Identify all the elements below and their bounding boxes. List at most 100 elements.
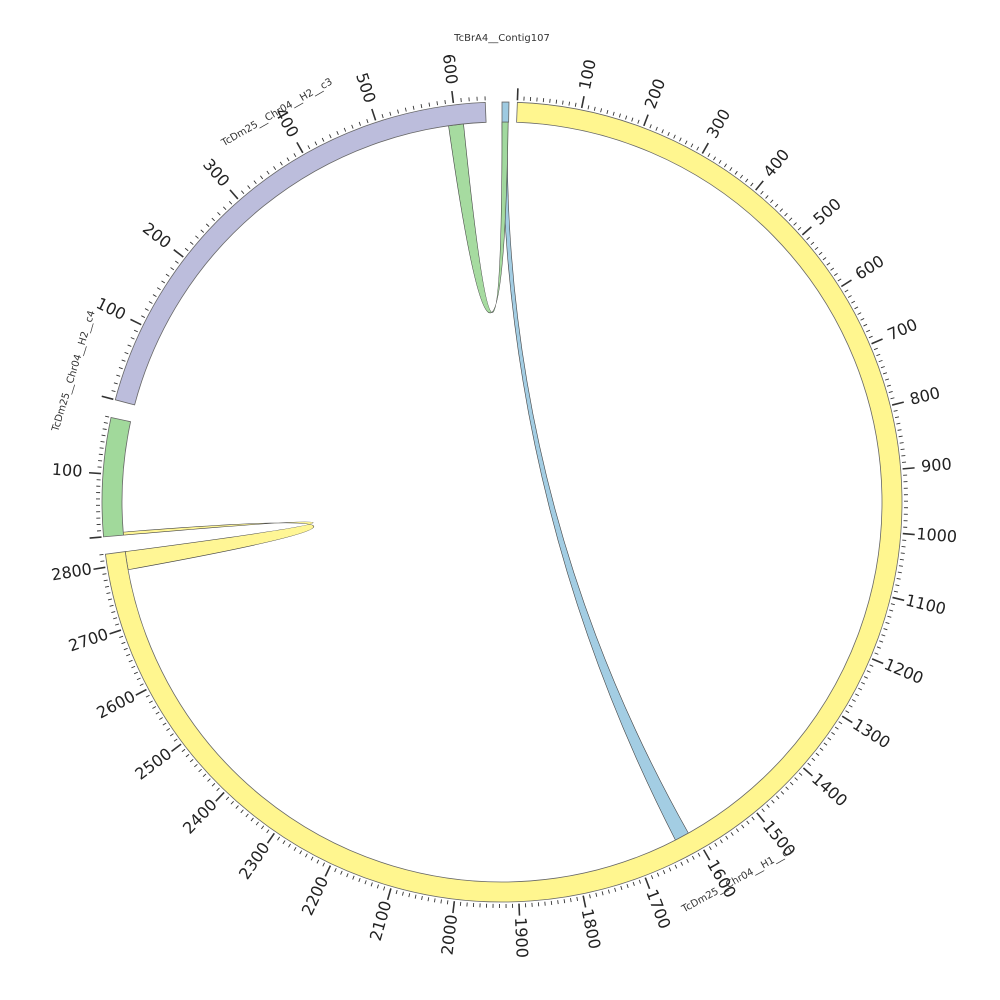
tick-mark <box>381 113 384 119</box>
tick-mark <box>810 241 815 246</box>
tick-mark <box>770 199 774 204</box>
tick-mark <box>746 820 750 825</box>
tick-label: 600 <box>439 53 462 86</box>
tick-mark <box>562 100 564 105</box>
tick-mark <box>113 382 118 385</box>
tick-mark <box>600 108 603 113</box>
tick-mark <box>833 273 838 277</box>
tick-mark <box>779 208 784 212</box>
tick-label: 1800 <box>578 907 605 951</box>
link-2 <box>122 521 314 571</box>
tick-mark <box>851 300 856 304</box>
tick-mark <box>601 891 604 896</box>
tick-mark <box>702 849 711 861</box>
tick-mark <box>893 590 898 593</box>
tick-mark <box>383 886 386 891</box>
tick-mark <box>868 335 873 339</box>
tick-mark <box>211 217 215 222</box>
tick-mark <box>719 839 723 844</box>
tick-mark <box>725 835 729 840</box>
tick-label: 2400 <box>179 795 221 838</box>
tick-mark <box>181 748 186 753</box>
tick-mark <box>127 344 132 347</box>
tick-mark <box>321 137 325 142</box>
tick-mark <box>606 109 609 115</box>
segment-name-h2c3: TcDm25__Chr04__H2__c3 <box>219 76 334 149</box>
tick-label: 2200 <box>298 873 333 918</box>
tick-mark <box>123 647 128 651</box>
tick-mark <box>314 141 318 146</box>
tick-mark <box>822 257 827 261</box>
tick-label: 200 <box>139 219 175 253</box>
tick-mark <box>103 579 108 582</box>
tick-mark <box>900 552 905 554</box>
tick-mark <box>894 416 900 419</box>
tick-mark <box>286 157 290 162</box>
tick-label: 1000 <box>916 524 958 546</box>
tick-mark <box>198 768 202 773</box>
tick-mark <box>107 598 112 601</box>
tick-mark <box>718 159 722 164</box>
tick-mark <box>739 174 744 179</box>
tick-mark <box>761 808 765 813</box>
tick-mark <box>412 105 415 110</box>
tick-mark <box>189 241 194 245</box>
tick-mark <box>427 897 430 902</box>
tick-mark <box>802 767 813 777</box>
tick-mark <box>625 115 628 120</box>
tick-mark <box>563 899 566 904</box>
tick-mark <box>389 111 392 116</box>
tick-mark <box>631 117 634 122</box>
tick-mark <box>587 105 590 110</box>
tick-mark <box>255 821 259 826</box>
tick-mark <box>818 251 823 256</box>
tick-mark <box>402 891 404 896</box>
tick-mark <box>245 813 249 818</box>
tick-mark <box>133 329 138 333</box>
tick-mark <box>765 195 769 199</box>
tick-mark <box>831 732 835 736</box>
tick-mark <box>266 829 270 834</box>
tick-mark <box>228 200 233 205</box>
tick-mark <box>376 884 379 889</box>
tick-mark <box>858 687 863 691</box>
tick-label: 100 <box>575 58 600 92</box>
tick-mark <box>194 763 198 768</box>
tick-mark <box>114 623 120 626</box>
tick-mark <box>346 873 349 878</box>
tick-mark <box>887 615 892 618</box>
tick-label: 2800 <box>50 559 93 584</box>
tick-mark <box>794 777 798 781</box>
tick-mark <box>414 894 417 899</box>
tick-mark <box>102 573 107 575</box>
tick-mark <box>240 809 244 814</box>
tick-mark <box>568 101 571 106</box>
tick-label: 200 <box>641 76 670 111</box>
tick-mark <box>756 812 766 823</box>
tick-mark <box>185 753 190 758</box>
tick-mark <box>863 676 868 679</box>
tick-mark <box>144 308 149 311</box>
tick-mark <box>370 882 373 887</box>
tick-mark <box>109 629 122 635</box>
tick-mark <box>217 212 221 216</box>
tick-mark <box>614 887 617 892</box>
tick-mark <box>679 137 682 142</box>
tick-mark <box>100 560 105 562</box>
tick-mark <box>336 130 339 135</box>
tick-mark <box>879 640 884 643</box>
tick-mark <box>714 842 718 847</box>
tick-mark <box>827 737 832 741</box>
tick-mark <box>674 864 678 869</box>
tick-mark <box>589 894 591 899</box>
tick-mark <box>340 870 343 875</box>
tick-mark <box>873 347 878 351</box>
tick-mark <box>451 90 455 104</box>
tick-mark <box>366 119 369 124</box>
tick-mark <box>649 124 652 129</box>
tick-mark <box>404 107 407 112</box>
tick-mark <box>316 859 320 864</box>
tick-mark <box>882 372 888 375</box>
tick-label: 2000 <box>437 913 461 956</box>
tick-mark <box>161 280 166 284</box>
